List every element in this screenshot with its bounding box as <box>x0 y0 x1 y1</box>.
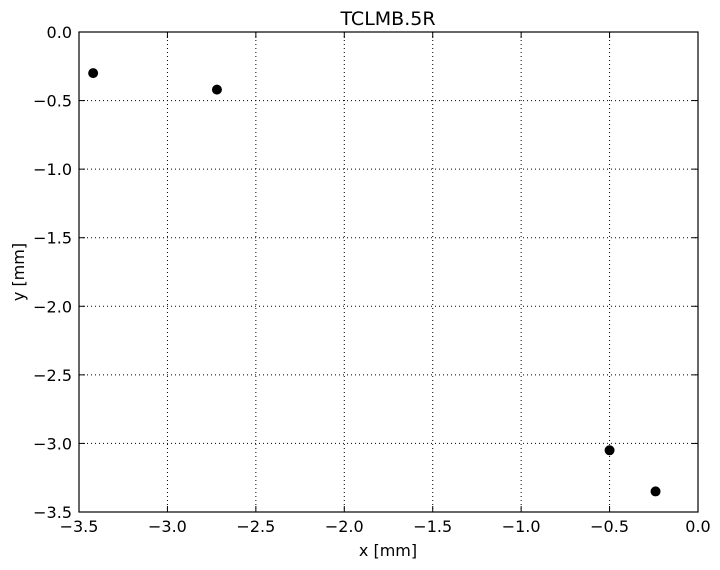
y-tick-label: −0.5 <box>33 92 72 111</box>
x-tick-label: 0.0 <box>685 517 710 536</box>
x-tick-label: −1.5 <box>413 517 452 536</box>
y-tick-label: −1.0 <box>33 160 72 179</box>
x-tick-label: −2.5 <box>236 517 275 536</box>
data-point <box>650 486 661 497</box>
x-tick-labels: −3.5 −3.0 −2.5 −2.0 −1.5 −1.0 −0.5 0.0 <box>60 517 711 536</box>
y-tick-label: −3.0 <box>33 434 72 453</box>
axis-ticks <box>78 31 699 513</box>
y-axis-label: y [mm] <box>9 243 28 301</box>
chart-title: TCLMB.5R <box>339 8 435 30</box>
x-tick-label: −3.0 <box>148 517 187 536</box>
y-tick-label: −1.5 <box>33 229 72 248</box>
plot-frame <box>78 31 699 513</box>
y-tick-label: −2.0 <box>33 297 72 316</box>
y-tick-label: −2.5 <box>33 366 72 385</box>
x-tick-label: −3.5 <box>60 517 99 536</box>
y-tick-label: 0.0 <box>47 23 72 42</box>
data-point <box>604 445 615 456</box>
x-tick-label: −2.0 <box>325 517 364 536</box>
data-point <box>211 84 222 95</box>
x-tick-label: −0.5 <box>590 517 629 536</box>
data-points <box>88 68 661 497</box>
y-tick-label: −3.5 <box>33 503 72 522</box>
data-point <box>88 68 99 79</box>
grid-lines <box>79 32 698 512</box>
x-axis-label: x [mm] <box>359 541 417 560</box>
x-tick-label: −1.0 <box>502 517 541 536</box>
y-tick-labels: −3.5 −3.0 −2.5 −2.0 −1.5 −1.0 −0.5 0.0 <box>33 23 72 522</box>
